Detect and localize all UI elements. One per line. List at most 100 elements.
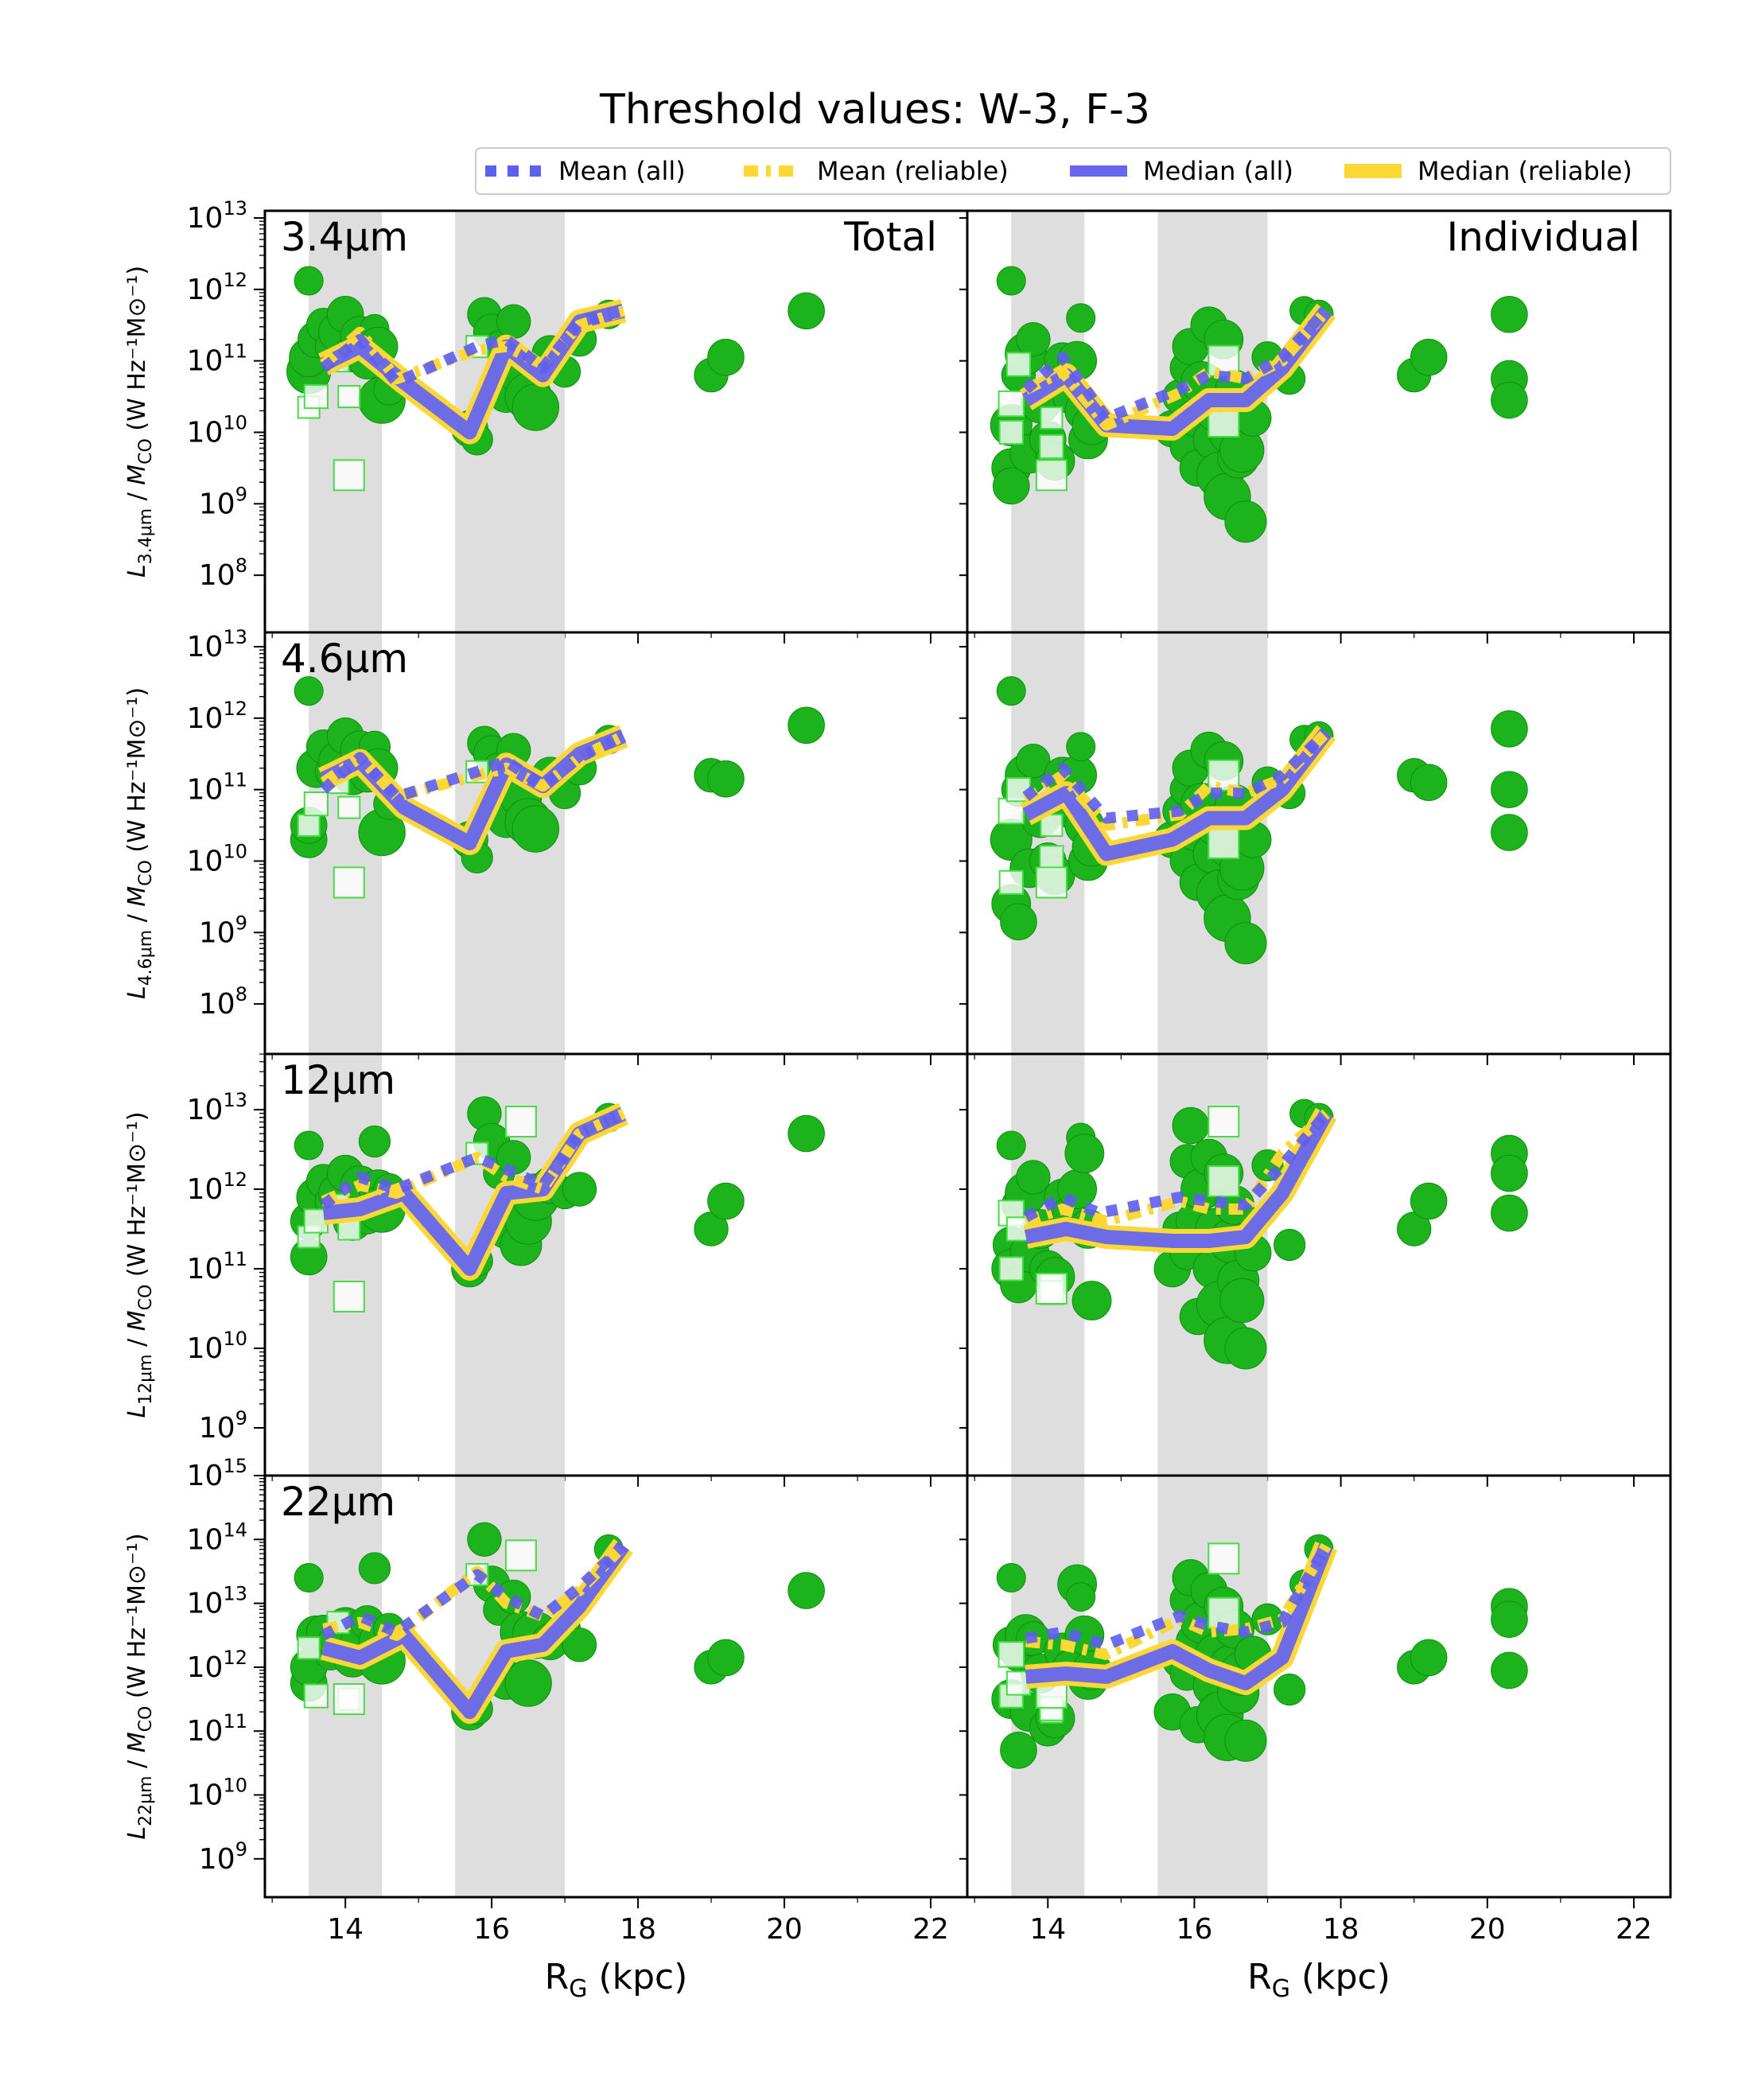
- data-point: [358, 1125, 391, 1158]
- plot-area: [290, 632, 825, 1054]
- y-tick-label: 1010: [187, 840, 247, 877]
- data-point: [996, 266, 1026, 296]
- median-all-line: [1024, 1110, 1333, 1248]
- y-tick-label: 109: [199, 1838, 247, 1876]
- median-all-line: [1025, 1543, 1333, 1690]
- data-point: [358, 1552, 391, 1585]
- x-tick-label: 22: [912, 1913, 949, 1946]
- data-square: [1208, 1165, 1240, 1197]
- data-point: [1224, 922, 1267, 965]
- data-point: [562, 1628, 597, 1662]
- data-square: [1040, 406, 1064, 430]
- data-point: [496, 304, 531, 339]
- data-square: [998, 1256, 1024, 1281]
- x-tick-label: 20: [1469, 1913, 1506, 1946]
- legend-label: Median (all): [1143, 156, 1293, 186]
- data-square: [998, 419, 1024, 445]
- data-point: [511, 805, 560, 853]
- y-tick-label: 109: [199, 1407, 247, 1445]
- panel-12μm-individual: [959, 1052, 1672, 1487]
- data-point: [996, 1562, 1026, 1592]
- plot-area: [990, 211, 1528, 632]
- data-square: [332, 1281, 365, 1312]
- y-tick-label: 1013: [187, 197, 247, 235]
- mean-reliable-line: [1024, 1109, 1330, 1227]
- y-axis-label: L3.4μm / MCO (W Hz⁻¹M⊙⁻¹): [123, 266, 156, 578]
- data-square: [1208, 827, 1240, 859]
- data-point: [1000, 903, 1037, 941]
- data-square: [1208, 1106, 1240, 1138]
- data-point: [707, 760, 745, 798]
- panel-3.4μm-total: 108 109 1010 1011 1012 1013 3.4μm Total: [187, 197, 969, 644]
- data-square: [504, 1106, 537, 1138]
- data-square: [998, 390, 1025, 418]
- median-all-line: [321, 1542, 629, 1720]
- data-point: [1410, 338, 1448, 376]
- data-point: [1064, 1134, 1105, 1173]
- mean-all-line: [1022, 728, 1331, 824]
- y-axis-label: L22μm / MCO (W Hz⁻¹M⊙⁻¹): [123, 1533, 156, 1839]
- x-axis-label: RG (kpc): [1247, 1957, 1390, 2003]
- y-tick-label: 1012: [187, 698, 247, 735]
- x-tick-label: 18: [1323, 1913, 1359, 1946]
- x-tick-label: 22: [1616, 1913, 1652, 1946]
- panel-22μm-total: 109 1010 1011 1012 1013 1014 1015 22μm 14 16 18 20 2…: [187, 1455, 969, 1946]
- y-tick-label: 1011: [187, 1248, 247, 1285]
- data-point: [1491, 814, 1528, 851]
- mean-all-line: [320, 305, 625, 388]
- y-tick-label: 1013: [187, 626, 247, 663]
- band-label: 12μm: [281, 1057, 395, 1103]
- mean-all-line: [1025, 1542, 1332, 1651]
- column-title: Individual: [1446, 214, 1640, 260]
- data-square: [303, 383, 329, 410]
- band-label: 4.6μm: [281, 636, 408, 682]
- y-tick-label: 108: [199, 554, 247, 592]
- data-point: [1066, 1582, 1096, 1612]
- y-tick-label: 1011: [187, 1710, 247, 1748]
- y-axis-label: L12μm / MCO (W Hz⁻¹M⊙⁻¹): [123, 1111, 156, 1418]
- data-point: [1016, 321, 1051, 357]
- data-point: [707, 1182, 745, 1220]
- chart-title: Threshold values: W-3, F-3: [599, 86, 1150, 134]
- data-point: [504, 1659, 552, 1707]
- data-point: [992, 467, 1030, 505]
- data-square: [998, 797, 1025, 825]
- data-square: [1035, 459, 1068, 492]
- y-tick-label: 1010: [187, 411, 247, 449]
- data-point: [1491, 771, 1528, 808]
- data-square: [1005, 352, 1032, 377]
- data-square: [504, 1539, 537, 1572]
- data-square: [297, 814, 321, 838]
- data-point: [1224, 1719, 1267, 1762]
- median-all-line: [1021, 306, 1332, 436]
- panel-4.6μm-individual: [959, 631, 1672, 1065]
- column-title: Total: [843, 214, 937, 260]
- plot-area: [286, 211, 825, 632]
- data-square: [332, 1683, 365, 1716]
- mean-all-line: [1023, 1110, 1331, 1223]
- band-label: 22μm: [281, 1479, 395, 1525]
- data-square: [1039, 434, 1064, 460]
- data-square: [297, 1636, 321, 1660]
- data-point: [1410, 764, 1448, 801]
- legend-label: Mean (reliable): [817, 156, 1009, 186]
- x-tick-label: 18: [620, 1913, 656, 1946]
- data-point: [294, 1562, 324, 1592]
- y-tick-label: 1014: [187, 1519, 247, 1556]
- data-point: [294, 266, 324, 296]
- data-point: [788, 1572, 825, 1609]
- y-tick-label: 1013: [187, 1583, 247, 1620]
- data-square: [337, 385, 361, 409]
- data-point: [996, 1130, 1026, 1161]
- band-label: 3.4μm: [281, 214, 408, 260]
- data-point: [294, 676, 324, 706]
- data-point: [1071, 1281, 1112, 1320]
- x-tick-label: 14: [1029, 1913, 1066, 1946]
- data-point: [788, 1114, 825, 1153]
- y-tick-label: 109: [199, 483, 247, 520]
- legend-label: Mean (all): [558, 156, 686, 186]
- y-tick-label: 108: [199, 983, 247, 1021]
- plot-area: [990, 632, 1528, 1054]
- x-tick-label: 14: [327, 1913, 364, 1946]
